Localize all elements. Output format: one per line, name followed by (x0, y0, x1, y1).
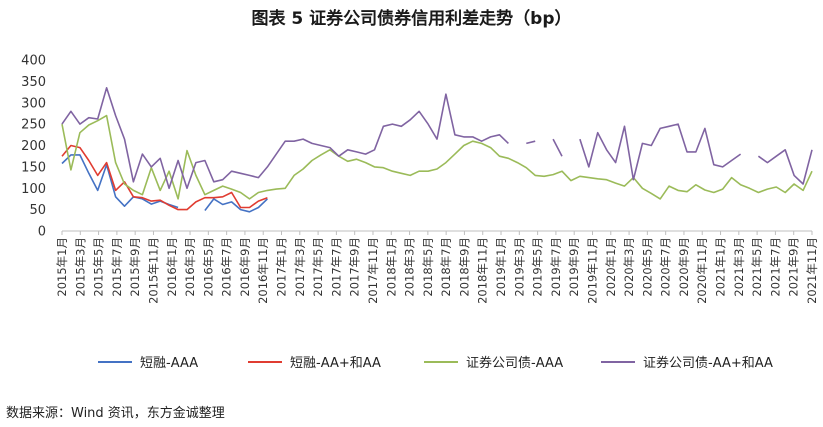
x-tick-label: 2018年5月 (421, 237, 435, 297)
x-tick-label: 2015年11月 (146, 237, 160, 304)
x-tick-label: 2016年5月 (201, 237, 215, 297)
series-line-segment (552, 138, 563, 157)
x-tick-label: 2015年9月 (128, 237, 142, 297)
x-tick-label: 2017年1月 (275, 237, 289, 297)
x-tick-label: 2019年7月 (549, 237, 563, 297)
x-tick-label: 2021年7月 (768, 237, 782, 297)
legend-label: 证券公司债-AAA (466, 355, 563, 371)
series-line-segment (579, 123, 742, 181)
x-tick-label: 2016年3月 (183, 237, 197, 297)
x-tick-label: 2021年11月 (805, 237, 819, 304)
x-tick-label: 2016年1月 (165, 237, 179, 297)
x-tick-label: 2016年9月 (238, 237, 252, 297)
x-tick-label: 2018年1月 (384, 237, 398, 297)
series-4 (61, 87, 813, 190)
y-tick-label: 200 (21, 139, 46, 154)
y-tick-label: 250 (21, 118, 46, 133)
x-axis: 2015年1月 2015年3月 2015年5月 2015年7月 2015年9月 2015年… (55, 230, 819, 304)
x-tick-label: 2020年5月 (640, 237, 654, 297)
series-2 (61, 144, 268, 211)
x-tick-label: 2020年3月 (622, 237, 636, 297)
y-tick-label: 100 (21, 182, 46, 197)
legend-label: 短融-AA+和AA (290, 356, 381, 371)
x-tick-label: 2018年9月 (457, 237, 471, 297)
series-line-segment (526, 140, 536, 145)
legend-item: 短融-AA+和AA (248, 356, 381, 371)
y-tick-label: 150 (21, 160, 46, 175)
x-tick-label: 2015年1月 (55, 237, 69, 297)
x-tick-label: 2021年1月 (714, 237, 728, 297)
x-tick-label: 2021年3月 (732, 237, 746, 297)
x-tick-label: 2019年9月 (567, 237, 581, 297)
y-tick-label: 0 (38, 225, 46, 240)
series-3 (61, 114, 813, 200)
legend: 短融-AAA 短融-AA+和AA 证券公司债-AAA 证券公司债-AA+和AA (98, 355, 773, 371)
series-line-segment (61, 144, 268, 211)
y-axis: 0 50 100 150 200 250 300 350 400 (21, 54, 46, 240)
x-tick-label: 2020年1月 (604, 237, 618, 297)
x-tick-label: 2016年11月 (256, 237, 270, 304)
x-tick-label: 2019年3月 (512, 237, 526, 297)
series-line-segment (61, 87, 509, 190)
x-tick-label: 2017年3月 (293, 237, 307, 297)
x-tick-label: 2019年1月 (494, 237, 508, 297)
y-tick-label: 50 (29, 203, 46, 218)
y-tick-label: 300 (21, 96, 46, 111)
series-line-segment (204, 198, 268, 213)
series-1 (61, 154, 268, 213)
x-tick-label: 2019年11月 (585, 237, 599, 304)
x-tick-label: 2020年9月 (677, 237, 691, 297)
y-tick-label: 350 (21, 75, 46, 90)
series-line-segment (61, 154, 179, 209)
legend-label: 证券公司债-AA+和AA (643, 355, 773, 371)
series-line-segment (61, 114, 813, 200)
chart-title: 图表 5 证券公司债券信用利差走势（bp） (251, 9, 572, 29)
legend-item: 证券公司债-AAA (424, 355, 563, 371)
x-tick-label: 2015年7月 (110, 237, 124, 297)
x-tick-label: 2020年7月 (659, 237, 673, 297)
legend-label: 短融-AAA (140, 356, 198, 371)
source-note: 数据来源：Wind 资讯，东方金诚整理 (6, 406, 225, 421)
x-tick-label: 2017年5月 (311, 237, 325, 297)
x-tick-label: 2021年9月 (787, 237, 801, 297)
x-tick-label: 2017年7月 (329, 237, 343, 297)
x-tick-label: 2017年9月 (348, 237, 362, 297)
series-layer (61, 87, 813, 213)
legend-item: 证券公司债-AA+和AA (601, 355, 773, 371)
legend-item: 短融-AAA (98, 356, 198, 371)
x-tick-label: 2018年7月 (439, 237, 453, 297)
x-tick-label: 2015年5月 (92, 237, 106, 297)
x-tick-label: 2018年3月 (403, 237, 417, 297)
x-tick-label: 2017年11月 (366, 237, 380, 304)
x-tick-label: 2019年5月 (531, 237, 545, 297)
x-tick-label: 2021年5月 (750, 237, 764, 297)
series-line-segment (757, 149, 813, 185)
y-tick-label: 400 (21, 54, 46, 69)
x-tick-label: 2020年11月 (695, 237, 709, 304)
x-tick-label: 2018年11月 (476, 237, 490, 304)
x-tick-label: 2015年3月 (73, 237, 87, 297)
x-tick-label: 2016年7月 (220, 237, 234, 297)
